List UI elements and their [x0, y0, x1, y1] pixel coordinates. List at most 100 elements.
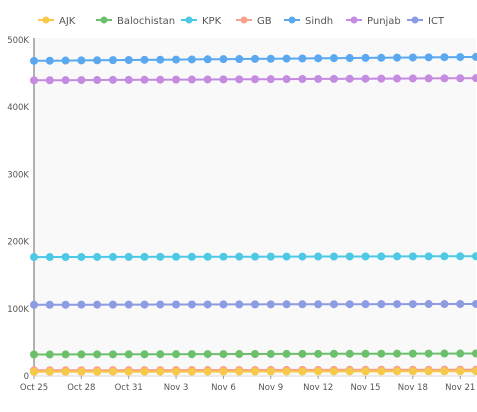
data-point[interactable]	[251, 75, 259, 84]
data-point[interactable]	[345, 252, 354, 261]
data-point[interactable]	[377, 252, 386, 261]
legend-item-sindh[interactable]: Sindh	[284, 16, 333, 27]
data-point[interactable]	[203, 55, 212, 64]
data-point[interactable]	[393, 300, 402, 309]
data-point[interactable]	[456, 74, 465, 83]
data-point[interactable]	[424, 349, 433, 358]
data-point[interactable]	[377, 53, 386, 62]
data-point[interactable]	[30, 253, 38, 262]
data-point[interactable]	[393, 53, 402, 62]
data-point[interactable]	[424, 74, 433, 83]
data-point[interactable]	[61, 252, 70, 261]
data-point[interactable]	[408, 53, 417, 62]
data-point[interactable]	[282, 300, 291, 309]
data-point[interactable]	[124, 75, 133, 84]
data-point[interactable]	[314, 54, 323, 63]
data-point[interactable]	[377, 367, 386, 376]
data-point[interactable]	[393, 367, 402, 376]
data-point[interactable]	[187, 55, 196, 64]
data-point[interactable]	[235, 367, 244, 376]
data-point[interactable]	[108, 75, 117, 84]
data-point[interactable]	[266, 54, 275, 63]
data-point[interactable]	[298, 252, 307, 261]
data-point[interactable]	[30, 300, 38, 309]
data-point[interactable]	[140, 367, 149, 376]
legend-item-ict[interactable]: ICT	[407, 16, 445, 27]
data-point[interactable]	[314, 367, 323, 376]
data-point[interactable]	[172, 75, 181, 84]
data-point[interactable]	[298, 300, 307, 309]
data-point[interactable]	[124, 55, 133, 64]
data-point[interactable]	[30, 350, 38, 359]
data-point[interactable]	[235, 300, 244, 309]
data-point[interactable]	[77, 350, 86, 359]
data-point[interactable]	[456, 299, 465, 308]
data-point[interactable]	[361, 300, 370, 309]
data-point[interactable]	[298, 349, 307, 358]
data-point[interactable]	[45, 367, 54, 376]
data-point[interactable]	[203, 350, 212, 359]
data-point[interactable]	[266, 349, 275, 358]
data-point[interactable]	[124, 350, 133, 359]
data-point[interactable]	[456, 367, 465, 376]
data-point[interactable]	[472, 74, 477, 83]
data-point[interactable]	[472, 367, 477, 376]
data-point[interactable]	[77, 252, 86, 261]
data-point[interactable]	[377, 300, 386, 309]
data-point[interactable]	[456, 53, 465, 62]
data-point[interactable]	[156, 300, 165, 309]
data-point[interactable]	[219, 75, 228, 84]
data-point[interactable]	[187, 252, 196, 261]
data-point[interactable]	[393, 74, 402, 83]
data-point[interactable]	[393, 252, 402, 261]
data-point[interactable]	[424, 300, 433, 309]
data-point[interactable]	[472, 299, 477, 308]
data-point[interactable]	[156, 350, 165, 359]
data-point[interactable]	[45, 76, 54, 85]
data-point[interactable]	[314, 74, 323, 83]
data-point[interactable]	[235, 350, 244, 359]
data-point[interactable]	[30, 367, 38, 376]
data-point[interactable]	[45, 300, 54, 309]
data-point[interactable]	[298, 54, 307, 63]
data-point[interactable]	[329, 54, 338, 63]
data-point[interactable]	[187, 75, 196, 84]
data-point[interactable]	[408, 74, 417, 83]
data-point[interactable]	[361, 367, 370, 376]
data-point[interactable]	[251, 252, 259, 261]
data-point[interactable]	[156, 75, 165, 84]
data-point[interactable]	[314, 252, 323, 261]
data-point[interactable]	[61, 350, 70, 359]
data-point[interactable]	[266, 252, 275, 261]
data-point[interactable]	[329, 367, 338, 376]
data-point[interactable]	[77, 56, 86, 65]
data-point[interactable]	[408, 349, 417, 358]
data-point[interactable]	[93, 76, 102, 85]
data-point[interactable]	[329, 74, 338, 83]
data-point[interactable]	[424, 252, 433, 261]
data-point[interactable]	[61, 300, 70, 309]
data-point[interactable]	[61, 367, 70, 376]
data-point[interactable]	[361, 74, 370, 83]
data-point[interactable]	[108, 56, 117, 65]
data-point[interactable]	[282, 367, 291, 376]
data-point[interactable]	[329, 252, 338, 261]
data-point[interactable]	[93, 367, 102, 376]
data-point[interactable]	[440, 300, 449, 309]
data-point[interactable]	[172, 350, 181, 359]
data-point[interactable]	[124, 300, 133, 309]
data-point[interactable]	[282, 54, 291, 63]
data-point[interactable]	[108, 350, 117, 359]
data-point[interactable]	[314, 349, 323, 358]
data-point[interactable]	[456, 349, 465, 358]
data-point[interactable]	[345, 300, 354, 309]
data-point[interactable]	[187, 367, 196, 376]
data-point[interactable]	[298, 75, 307, 84]
data-point[interactable]	[251, 349, 259, 358]
data-point[interactable]	[251, 54, 259, 63]
data-point[interactable]	[93, 350, 102, 359]
data-point[interactable]	[187, 300, 196, 309]
data-point[interactable]	[329, 349, 338, 358]
data-point[interactable]	[61, 56, 70, 65]
data-point[interactable]	[140, 252, 149, 261]
